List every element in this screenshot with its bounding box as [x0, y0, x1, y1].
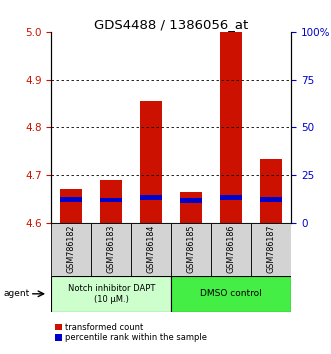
Bar: [51, 276, 171, 312]
Text: Notch inhibitor DAPT
(10 μM.): Notch inhibitor DAPT (10 μM.): [68, 284, 155, 303]
Bar: [60, 197, 82, 201]
Bar: [131, 223, 171, 276]
Legend: transformed count, percentile rank within the sample: transformed count, percentile rank withi…: [56, 323, 208, 342]
Bar: [140, 195, 162, 200]
Bar: [251, 223, 291, 276]
Text: GSM786187: GSM786187: [267, 224, 276, 273]
Bar: [91, 223, 131, 276]
Bar: [260, 197, 282, 201]
Bar: [220, 195, 242, 200]
Bar: [171, 223, 211, 276]
Bar: [260, 159, 282, 223]
Text: GSM786184: GSM786184: [147, 224, 156, 273]
Bar: [140, 101, 162, 223]
Bar: [100, 180, 122, 223]
Bar: [100, 198, 122, 202]
Text: GSM786182: GSM786182: [67, 224, 76, 273]
Text: GSM786185: GSM786185: [187, 224, 196, 273]
Text: GSM786186: GSM786186: [227, 224, 236, 273]
Bar: [211, 223, 251, 276]
Text: DMSO control: DMSO control: [200, 289, 262, 298]
Bar: [171, 276, 291, 312]
Text: GSM786183: GSM786183: [107, 224, 116, 273]
Bar: [180, 192, 202, 223]
Bar: [220, 32, 242, 223]
Bar: [51, 223, 91, 276]
Title: GDS4488 / 1386056_at: GDS4488 / 1386056_at: [94, 18, 249, 31]
Bar: [60, 189, 82, 223]
Bar: [180, 198, 202, 203]
Text: agent: agent: [3, 289, 29, 298]
